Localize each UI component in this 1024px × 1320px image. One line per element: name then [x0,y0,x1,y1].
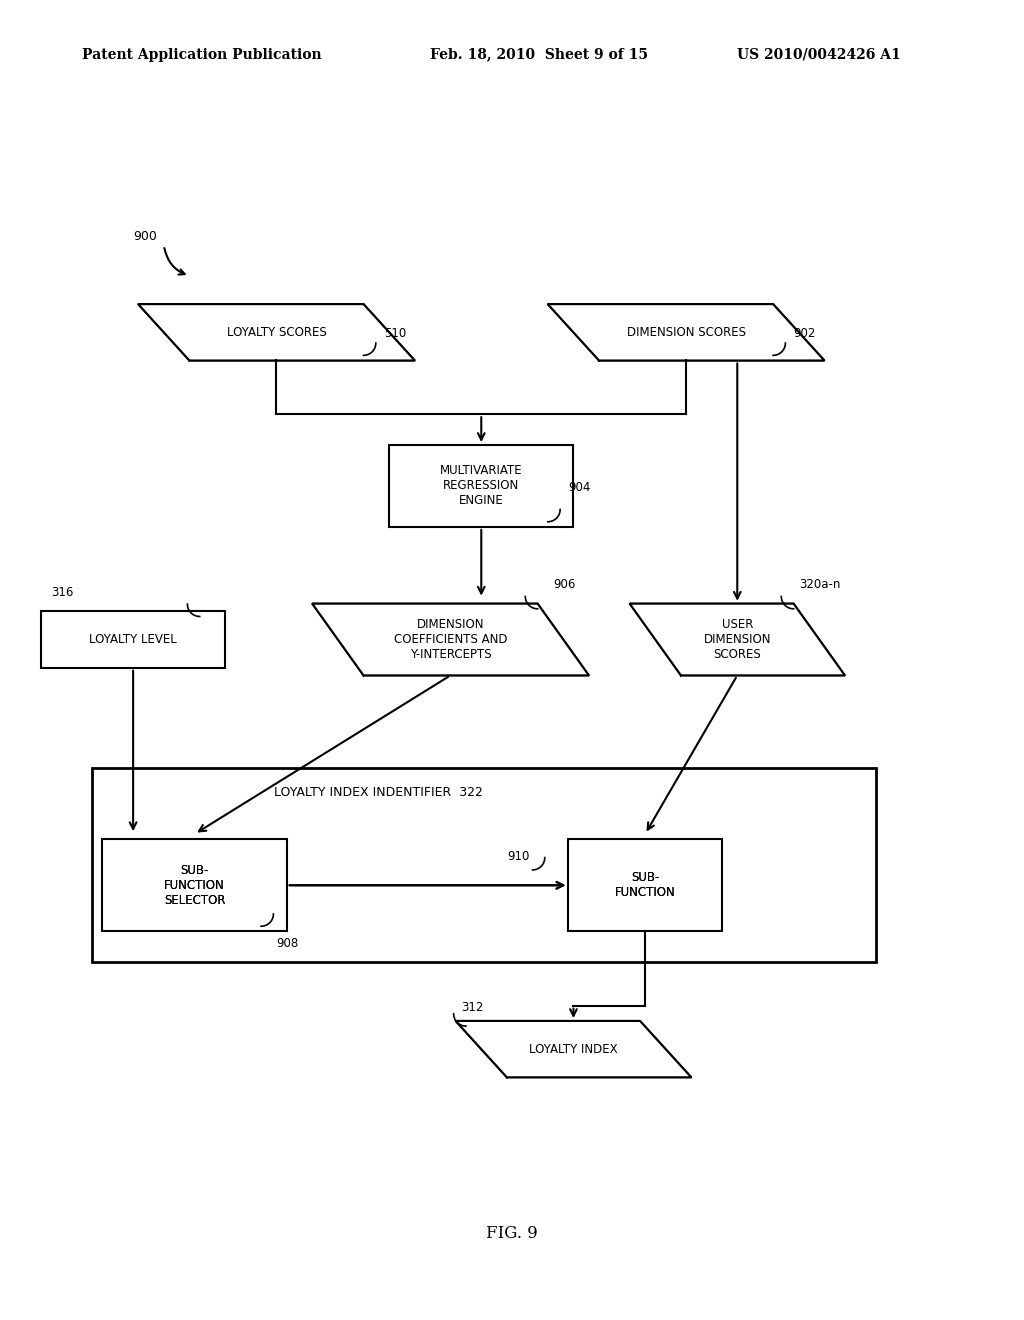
Bar [102,840,287,932]
Text: DIMENSION SCORES: DIMENSION SCORES [627,326,745,339]
Text: FIG. 9: FIG. 9 [486,1225,538,1242]
Polygon shape [312,603,589,676]
Text: 316: 316 [51,586,74,599]
Text: 902: 902 [794,327,816,341]
Text: USER
DIMENSION
SCORES: USER DIMENSION SCORES [703,618,771,661]
Bar [568,840,722,932]
Text: Patent Application Publication: Patent Application Publication [82,48,322,62]
Text: DIMENSION
COEFFICIENTS AND
Y-INTERCEPTS: DIMENSION COEFFICIENTS AND Y-INTERCEPTS [394,618,507,661]
Text: SUB-
FUNCTION
SELECTOR: SUB- FUNCTION SELECTOR [164,863,225,907]
Text: 510: 510 [384,327,407,341]
Text: LOYALTY INDEX INDENTIFIER  322: LOYALTY INDEX INDENTIFIER 322 [274,785,483,799]
Bar [92,767,876,962]
Text: LOYALTY SCORES: LOYALTY SCORES [226,326,327,339]
Text: SUB-
FUNCTION
SELECTOR: SUB- FUNCTION SELECTOR [164,863,225,907]
Text: 904: 904 [568,480,591,494]
Text: 320a-n: 320a-n [799,578,840,591]
Polygon shape [138,304,415,360]
Polygon shape [456,1020,691,1077]
Bar [102,840,287,932]
Text: US 2010/0042426 A1: US 2010/0042426 A1 [737,48,901,62]
Polygon shape [548,304,824,360]
Bar [568,840,722,932]
Text: 900: 900 [133,230,157,243]
Text: SUB-
FUNCTION: SUB- FUNCTION [614,871,676,899]
Bar [41,611,225,668]
Text: Feb. 18, 2010  Sheet 9 of 15: Feb. 18, 2010 Sheet 9 of 15 [430,48,648,62]
Text: MULTIVARIATE
REGRESSION
ENGINE: MULTIVARIATE REGRESSION ENGINE [440,465,522,507]
Text: LOYALTY INDEX: LOYALTY INDEX [529,1043,617,1056]
Polygon shape [630,603,845,676]
Text: 908: 908 [276,937,299,949]
Text: SUB-
FUNCTION: SUB- FUNCTION [614,871,676,899]
Bar [389,445,573,527]
Text: 910: 910 [507,850,529,863]
Text: 906: 906 [553,578,575,591]
Text: LOYALTY LEVEL: LOYALTY LEVEL [89,634,177,645]
Text: 312: 312 [461,1001,483,1014]
